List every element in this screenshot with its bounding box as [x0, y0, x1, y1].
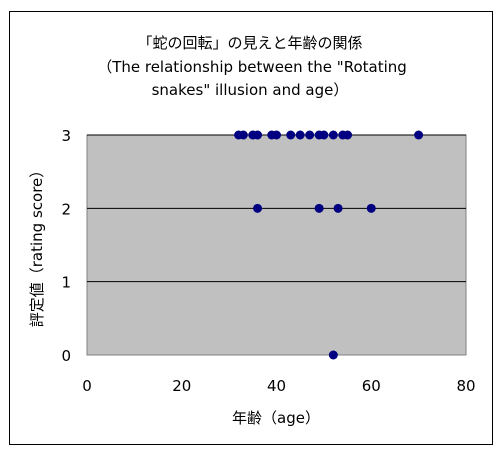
chart-subtitle-line-2: snakes" illusion and age） — [152, 81, 349, 99]
x-tick-label: 20 — [172, 377, 191, 395]
x-axis-label: 年齢（age） — [232, 409, 320, 427]
y-axis-label: 評定値（rating score） — [28, 163, 46, 328]
y-tick-label: 2 — [61, 200, 71, 218]
chart-subtitle-line-1: （The relationship between the "Rotating — [97, 58, 407, 76]
tick-labels: 0 1 2 3 0 20 40 60 80 — [61, 127, 475, 395]
x-tick-label: 0 — [82, 377, 92, 395]
data-point — [343, 130, 353, 140]
data-point — [286, 130, 296, 140]
x-tick-label: 60 — [362, 377, 381, 395]
y-tick-label: 0 — [61, 347, 71, 365]
data-point — [253, 203, 263, 213]
x-tick-label: 80 — [456, 377, 475, 395]
y-tick-label: 1 — [61, 274, 71, 292]
data-point — [328, 130, 338, 140]
data-point — [414, 130, 424, 140]
data-point — [295, 130, 305, 140]
data-point — [305, 130, 315, 140]
data-point — [314, 203, 324, 213]
y-tick-label: 3 — [61, 127, 71, 145]
data-point — [272, 130, 281, 140]
data-point — [319, 130, 329, 140]
data-point — [333, 203, 343, 213]
data-point — [328, 350, 338, 360]
data-point — [238, 130, 248, 140]
plot-area — [86, 134, 467, 356]
chart-title: 「蛇の回転」の見えと年齢の関係 — [137, 34, 362, 52]
x-tick-label: 40 — [267, 377, 286, 395]
data-points — [234, 130, 424, 360]
data-point — [253, 130, 263, 140]
data-point — [366, 203, 376, 213]
